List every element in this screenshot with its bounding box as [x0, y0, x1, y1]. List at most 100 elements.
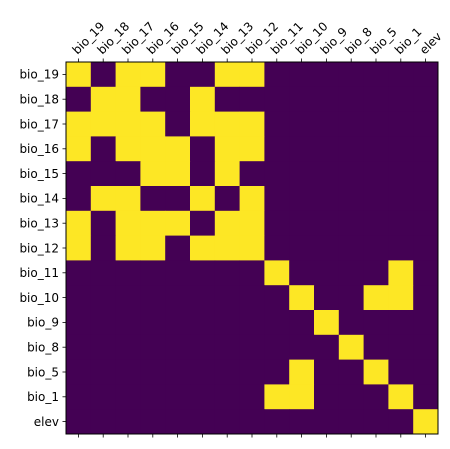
y-tick-label-bio_18: bio_18	[19, 93, 59, 107]
heatmap-cell-bio_10-bio_19	[66, 285, 92, 311]
heatmap-cell-bio_9-bio_10	[289, 310, 315, 336]
heatmap-cell-bio_12-bio_10	[289, 235, 315, 261]
heatmap-cell-bio_9-bio_15	[165, 310, 191, 336]
heatmap-cell-bio_11-bio_1	[388, 260, 414, 286]
heatmap-cell-bio_1-bio_15	[165, 384, 191, 410]
heatmap-cell-bio_19-bio_15	[165, 62, 191, 88]
heatmap-cell-bio_13-bio_16	[140, 210, 166, 236]
heatmap-cell-bio_18-bio_1	[388, 86, 414, 112]
heatmap-cell-bio_17-bio_1	[388, 111, 414, 137]
heatmap-cell-bio_17-bio_13	[214, 111, 240, 137]
heatmap-cell-bio_15-bio_13	[214, 161, 240, 187]
heatmap-cell-bio_8-bio_1	[388, 334, 414, 360]
heatmap-cell-bio_18-bio_18	[90, 86, 116, 112]
heatmap-cell-bio_14-bio_18	[90, 186, 116, 212]
heatmap-cell-bio_10-bio_13	[214, 285, 240, 311]
heatmap-cell-bio_15-bio_1	[388, 161, 414, 187]
heatmap-cell-bio_9-bio_9	[314, 310, 340, 336]
y-tick-label-bio_9: bio_9	[27, 316, 59, 330]
y-tick-label-bio_8: bio_8	[27, 341, 59, 355]
heatmap-cell-bio_12-bio_15	[165, 235, 191, 261]
heatmap-cell-elev-bio_18	[90, 409, 116, 435]
heatmap-cell-bio_16-bio_15	[165, 136, 191, 162]
x-tick-label-bio_1: bio_1	[392, 25, 424, 57]
heatmap-cell-elev-bio_17	[115, 409, 141, 435]
heatmap-cell-bio_14-bio_8	[338, 186, 364, 212]
heatmap-cell-bio_19-bio_5	[363, 62, 389, 88]
heatmap-cell-bio_16-bio_16	[140, 136, 166, 162]
heatmap-cell-bio_18-bio_16	[140, 86, 166, 112]
y-tick-label-bio_1: bio_1	[27, 390, 59, 404]
heatmap-cell-bio_14-bio_12	[239, 186, 265, 212]
heatmap-cell-bio_14-bio_5	[363, 186, 389, 212]
heatmap-cell-bio_18-bio_14	[190, 86, 216, 112]
heatmap-cell-bio_14-bio_17	[115, 186, 141, 212]
heatmap-cell-bio_10-bio_5	[363, 285, 389, 311]
heatmap-cell-bio_16-bio_12	[239, 136, 265, 162]
heatmap-cell-bio_5-bio_17	[115, 359, 141, 385]
heatmap-cell-bio_1-bio_12	[239, 384, 265, 410]
heatmap-cell-bio_18-bio_9	[314, 86, 340, 112]
heatmap-cell-bio_12-elev	[413, 235, 439, 261]
heatmap-cell-bio_11-bio_15	[165, 260, 191, 286]
heatmap-cell-bio_5-elev	[413, 359, 439, 385]
heatmap-cell-bio_19-bio_14	[190, 62, 216, 88]
heatmap-cell-bio_10-bio_11	[264, 285, 290, 311]
heatmap-cell-bio_19-bio_10	[289, 62, 315, 88]
heatmap-cell-bio_5-bio_12	[239, 359, 265, 385]
heatmap-cell-bio_13-bio_18	[90, 210, 116, 236]
heatmap-cell-bio_13-bio_1	[388, 210, 414, 236]
heatmap-cell-bio_12-bio_14	[190, 235, 216, 261]
y-tick-label-bio_14: bio_14	[19, 192, 59, 206]
heatmap-cell-bio_17-bio_10	[289, 111, 315, 137]
heatmap-cell-elev-bio_10	[289, 409, 315, 435]
heatmap-cell-bio_15-bio_12	[239, 161, 265, 187]
heatmap-cell-bio_18-bio_15	[165, 86, 191, 112]
heatmap-cell-bio_11-elev	[413, 260, 439, 286]
heatmap-cell-bio_14-bio_11	[264, 186, 290, 212]
heatmap-cell-bio_12-bio_12	[239, 235, 265, 261]
heatmap-cell-bio_16-bio_1	[388, 136, 414, 162]
heatmap-cell-bio_8-bio_5	[363, 334, 389, 360]
heatmap-cell-bio_15-bio_19	[66, 161, 92, 187]
heatmap-cell-bio_9-bio_19	[66, 310, 92, 336]
x-tick-label-bio_8: bio_8	[342, 25, 374, 57]
heatmap-cell-bio_16-bio_5	[363, 136, 389, 162]
heatmap-cell-bio_18-bio_8	[338, 86, 364, 112]
heatmap-cell-bio_12-bio_16	[140, 235, 166, 261]
heatmap-cell-bio_5-bio_18	[90, 359, 116, 385]
heatmap-cell-bio_17-bio_19	[66, 111, 92, 137]
heatmap-cell-bio_10-elev	[413, 285, 439, 311]
heatmap-cell-bio_5-bio_16	[140, 359, 166, 385]
heatmap-cell-bio_13-bio_17	[115, 210, 141, 236]
y-tick-label-bio_13: bio_13	[19, 217, 59, 231]
y-tick-label-bio_16: bio_16	[19, 142, 59, 156]
heatmap-cell-bio_11-bio_18	[90, 260, 116, 286]
heatmap-cell-elev-bio_16	[140, 409, 166, 435]
heatmap-cell-bio_8-bio_12	[239, 334, 265, 360]
heatmap-cell-bio_9-elev	[413, 310, 439, 336]
heatmap-cell-bio_10-bio_8	[338, 285, 364, 311]
y-tick-label-bio_10: bio_10	[19, 291, 59, 305]
heatmap-cell-bio_9-bio_16	[140, 310, 166, 336]
heatmap-cell-bio_14-bio_19	[66, 186, 92, 212]
heatmap-cell-bio_12-bio_9	[314, 235, 340, 261]
heatmap-cell-bio_18-bio_11	[264, 86, 290, 112]
heatmap-cell-bio_19-bio_12	[239, 62, 265, 88]
heatmap-cell-bio_10-bio_16	[140, 285, 166, 311]
heatmap-cell-bio_8-bio_18	[90, 334, 116, 360]
heatmap-cell-elev-bio_12	[239, 409, 265, 435]
heatmap-cell-bio_8-bio_14	[190, 334, 216, 360]
heatmap-cell-bio_1-elev	[413, 384, 439, 410]
heatmap-cell-bio_15-bio_9	[314, 161, 340, 187]
heatmap-cell-bio_14-bio_9	[314, 186, 340, 212]
heatmap-cell-bio_8-elev	[413, 334, 439, 360]
heatmap-cell-bio_1-bio_13	[214, 384, 240, 410]
heatmap-cell-bio_13-bio_13	[214, 210, 240, 236]
heatmap-cell-bio_10-bio_14	[190, 285, 216, 311]
heatmap-cell-bio_1-bio_10	[289, 384, 315, 410]
heatmap-cell-bio_14-bio_10	[289, 186, 315, 212]
heatmap-cell-bio_5-bio_5	[363, 359, 389, 385]
heatmap-cell-bio_12-bio_5	[363, 235, 389, 261]
heatmap-cell-bio_10-bio_1	[388, 285, 414, 311]
